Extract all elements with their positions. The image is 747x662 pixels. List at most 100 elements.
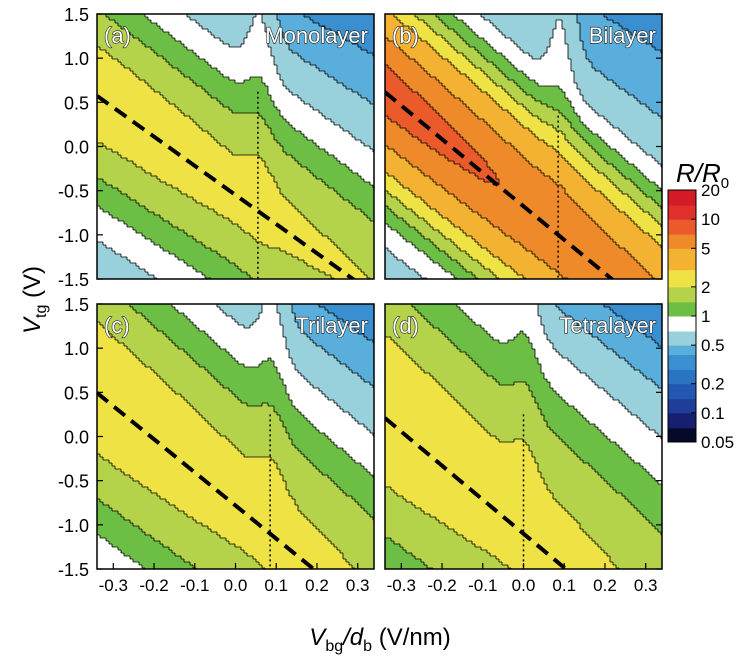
- heatmap-cell: [334, 116, 338, 120]
- heatmap-cell: [226, 14, 230, 18]
- heatmap-cell: [214, 131, 218, 135]
- heatmap-cell: [112, 59, 116, 63]
- heatmap-cell: [121, 23, 125, 27]
- heatmap-cell: [277, 101, 281, 105]
- heatmap-cell: [313, 53, 317, 57]
- heatmap-cell: [319, 44, 323, 48]
- heatmap-cell: [271, 143, 275, 147]
- heatmap-cell: [337, 167, 341, 171]
- heatmap-cell: [274, 56, 278, 60]
- heatmap-cell: [352, 53, 356, 57]
- heatmap-cell: [235, 29, 239, 33]
- heatmap-cell: [298, 17, 302, 21]
- heatmap-cell: [349, 104, 353, 108]
- heatmap-cell: [103, 146, 107, 150]
- heatmap-cell: [316, 119, 320, 123]
- heatmap-cell: [175, 161, 179, 165]
- heatmap-cell: [256, 77, 260, 81]
- heatmap-cell: [217, 80, 221, 84]
- heatmap-cell: [151, 137, 155, 141]
- heatmap-cell: [283, 50, 287, 54]
- heatmap-cell: [262, 56, 266, 60]
- heatmap-cell: [328, 167, 332, 171]
- heatmap-cell: [145, 80, 149, 84]
- heatmap-cell: [235, 158, 239, 162]
- heatmap-cell: [307, 53, 311, 57]
- heatmap-cell: [235, 131, 239, 135]
- heatmap-cell: [370, 155, 374, 159]
- heatmap-cell: [163, 119, 167, 123]
- heatmap-cell: [124, 134, 128, 138]
- heatmap-cell: [364, 140, 368, 144]
- heatmap-cell: [175, 74, 179, 78]
- heatmap-cell: [328, 71, 332, 75]
- heatmap-cell: [205, 44, 209, 48]
- heatmap-cell: [106, 107, 110, 111]
- heatmap-cell: [163, 149, 167, 153]
- heatmap-cell: [307, 143, 311, 147]
- heatmap-cell: [133, 41, 137, 45]
- heatmap-cell: [280, 122, 284, 126]
- heatmap-cell: [97, 71, 101, 75]
- heatmap-cell: [157, 110, 161, 114]
- heatmap-cell: [325, 164, 329, 168]
- heatmap-cell: [148, 65, 152, 69]
- heatmap-cell: [226, 167, 230, 171]
- heatmap-cell: [115, 167, 119, 171]
- heatmap-cell: [139, 14, 143, 18]
- heatmap-cell: [130, 41, 134, 45]
- heatmap-cell: [115, 77, 119, 81]
- heatmap-cell: [223, 35, 227, 39]
- heatmap-cell: [268, 59, 272, 63]
- heatmap-cell: [223, 113, 227, 117]
- heatmap-cell: [325, 89, 329, 93]
- heatmap-cell: [136, 137, 140, 141]
- heatmap-cell: [130, 65, 134, 69]
- heatmap-cell: [199, 92, 203, 96]
- heatmap-cell: [289, 35, 293, 39]
- heatmap-cell: [250, 131, 254, 135]
- heatmap-cell: [163, 113, 167, 117]
- heatmap-cell: [235, 62, 239, 66]
- heatmap-cell: [289, 95, 293, 99]
- heatmap-cell: [250, 140, 254, 144]
- heatmap-cell: [199, 155, 203, 159]
- heatmap-cell: [163, 68, 167, 72]
- heatmap-cell: [283, 170, 287, 174]
- heatmap-cell: [325, 158, 329, 162]
- heatmap-cell: [148, 68, 152, 72]
- heatmap-cell: [367, 86, 371, 90]
- heatmap-cell: [295, 20, 299, 24]
- heatmap-cell: [190, 104, 194, 108]
- heatmap-cell: [229, 20, 233, 24]
- heatmap-cell: [289, 131, 293, 135]
- heatmap-cell: [208, 95, 212, 99]
- heatmap-cell: [292, 128, 296, 132]
- heatmap-cell: [301, 101, 305, 105]
- heatmap-cell: [151, 119, 155, 123]
- heatmap-cell: [370, 89, 374, 93]
- heatmap-cell: [304, 149, 308, 153]
- heatmap-cell: [241, 20, 245, 24]
- heatmap-cell: [226, 71, 230, 75]
- heatmap-cell: [238, 14, 242, 18]
- heatmap-cell: [352, 164, 356, 168]
- heatmap-cell: [328, 59, 332, 63]
- heatmap-cell: [196, 71, 200, 75]
- heatmap-cell: [358, 146, 362, 150]
- heatmap-cell: [331, 74, 335, 78]
- heatmap-cell: [331, 143, 335, 147]
- heatmap-cell: [139, 56, 143, 60]
- heatmap-cell: [226, 17, 230, 21]
- heatmap-cell: [310, 62, 314, 66]
- heatmap-cell: [229, 14, 233, 18]
- heatmap-cell: [121, 119, 125, 123]
- heatmap-cell: [139, 137, 143, 141]
- heatmap-cell: [367, 56, 371, 60]
- heatmap-cell: [307, 134, 311, 138]
- heatmap-cell: [175, 68, 179, 72]
- heatmap-cell: [331, 104, 335, 108]
- heatmap-cell: [241, 17, 245, 21]
- heatmap-cell: [358, 17, 362, 21]
- heatmap-cell: [370, 23, 374, 27]
